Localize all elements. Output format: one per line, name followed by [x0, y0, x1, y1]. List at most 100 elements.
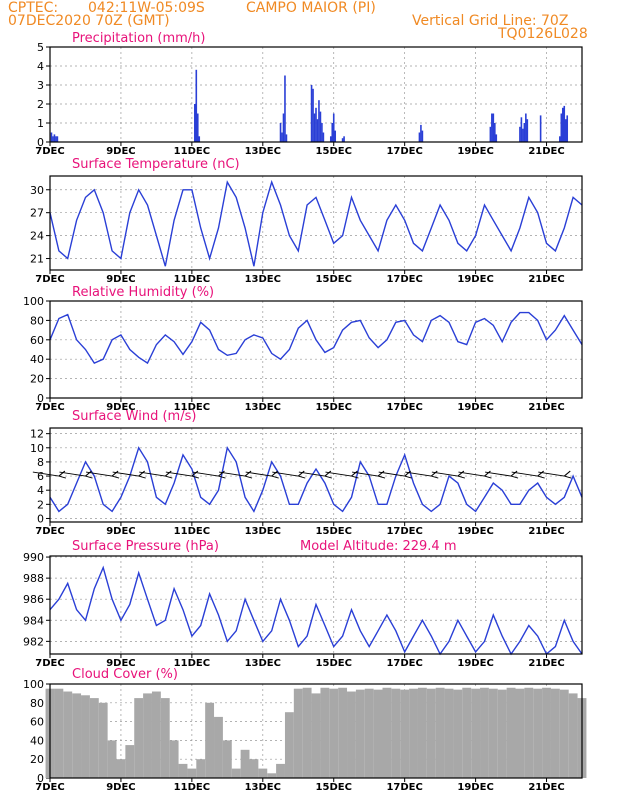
precip-bar	[420, 124, 422, 142]
wind-ytick-label: 2	[37, 498, 44, 511]
cloud-bar	[435, 687, 445, 778]
coordinates: 042:11W-05:09S	[88, 0, 205, 16]
wind-arrow	[351, 471, 379, 477]
precip-bar	[196, 113, 199, 142]
wind-arrowhead	[404, 470, 412, 479]
cloud-bar	[320, 687, 330, 778]
cloud-bar	[240, 749, 250, 778]
cloud-bar	[338, 687, 348, 778]
precip-bar	[564, 119, 567, 142]
cloud-bar	[347, 691, 356, 778]
precipitation-ytick-label: 5	[37, 41, 44, 54]
pressure-xtick-label: 15DEC	[316, 658, 352, 669]
cloud-bar	[382, 687, 392, 778]
precip-bar	[523, 123, 526, 142]
temperature-xtick-label: 13DEC	[245, 274, 281, 285]
cloud-bar	[409, 688, 418, 778]
wind-arrowhead	[351, 470, 359, 479]
model-altitude: Model Altitude: 229.4 m	[300, 539, 457, 554]
precip-bar	[315, 107, 317, 142]
humidity-ytick-label: 80	[30, 314, 44, 327]
cloud-bar	[160, 698, 170, 778]
cloud-bar	[214, 716, 223, 778]
cloud-bar	[63, 691, 73, 778]
cloud-bar	[559, 689, 569, 778]
wind-arrow	[192, 471, 219, 477]
cloud-bar	[311, 693, 321, 778]
precip-bar	[519, 126, 521, 142]
precip-bar	[322, 132, 325, 142]
precip-bar	[489, 126, 492, 142]
precip-bar	[318, 100, 320, 142]
pressure-xtick-label: 13DEC	[245, 658, 281, 669]
pressure-xtick-label: 9DEC	[106, 658, 135, 669]
humidity-xtick-label: 17DEC	[386, 402, 422, 413]
precip-bar	[563, 105, 566, 142]
precip-bar	[494, 123, 496, 142]
humidity-frame	[49, 300, 583, 399]
cloud-bar	[515, 688, 525, 778]
cloud-ytick-label: 60	[30, 716, 44, 729]
pressure-ytick-label: 984	[23, 614, 44, 627]
pressure-xtick-label: 11DEC	[174, 658, 210, 669]
cloud-bar	[497, 689, 507, 778]
wind-xtick-label: 21DEC	[528, 526, 564, 537]
wind-arrow	[112, 471, 139, 477]
precipitation-ytick-label: 2	[37, 98, 44, 111]
wind-ytick-label: 4	[37, 484, 44, 497]
wind-frame	[49, 427, 583, 523]
cloud-bar	[284, 712, 294, 778]
wind-arrowhead	[484, 470, 492, 479]
cloud-bar	[276, 763, 285, 778]
precip-bar	[492, 113, 495, 142]
pressure-ytick-label: 982	[23, 635, 44, 648]
cloud-bar	[391, 688, 401, 778]
precip-bar	[282, 113, 285, 142]
cloud-bar	[143, 693, 152, 778]
cloud-bar	[426, 688, 436, 778]
wind-arrowhead	[430, 470, 439, 479]
pressure-xtick-label: 7DEC	[35, 658, 64, 669]
precip-bar	[284, 75, 286, 142]
precip-bar	[279, 123, 282, 142]
source-label: CPTEC:	[8, 0, 59, 16]
cloud-bar	[81, 695, 90, 778]
wind-arrow	[85, 471, 113, 477]
wind-arrow	[511, 471, 538, 477]
temperature-xtick-label: 19DEC	[457, 274, 493, 285]
temperature-xtick-label: 17DEC	[386, 274, 422, 285]
cloud-bar	[222, 740, 232, 778]
cloud-bar	[533, 688, 543, 778]
wind-arrowhead	[85, 470, 93, 479]
temperature-xtick-label: 21DEC	[528, 274, 564, 285]
humidity-xtick-label: 9DEC	[106, 402, 135, 413]
precip-bar	[53, 134, 56, 142]
cloud-bar	[302, 687, 312, 778]
wind-arrowhead	[164, 470, 173, 479]
precipitation-xtick-label: 13DEC	[245, 146, 281, 157]
precip-bar	[561, 107, 564, 142]
cloud-bar	[480, 687, 489, 778]
precipitation-ytick-label: 1	[37, 117, 44, 130]
temperature-title: Surface Temperature (nC)	[72, 157, 240, 172]
humidity-ytick-label: 40	[30, 353, 44, 366]
humidity-xtick-label: 19DEC	[457, 402, 493, 413]
wind-xtick-label: 7DEC	[35, 526, 64, 537]
precip-bar	[313, 113, 316, 142]
cloud-bar	[293, 688, 303, 778]
wind-arrow	[298, 471, 325, 477]
precip-bar	[310, 85, 313, 142]
wind-arrowhead	[138, 470, 146, 479]
temperature-xtick-label: 15DEC	[316, 274, 352, 285]
cloud-bar	[178, 763, 188, 778]
wind-ytick-label: 8	[37, 456, 44, 469]
wind-arrowhead	[297, 470, 306, 479]
precipitation-title: Precipitation (mm/h)	[72, 31, 205, 46]
humidity-xtick-label: 7DEC	[35, 402, 64, 413]
cloud-bar	[187, 768, 197, 778]
precip-bar	[281, 132, 283, 142]
wind-xtick-label: 11DEC	[174, 526, 210, 537]
cloud-bar	[568, 693, 578, 778]
cloud-xtick-label: 7DEC	[35, 782, 64, 793]
humidity-xtick-label: 21DEC	[528, 402, 564, 413]
